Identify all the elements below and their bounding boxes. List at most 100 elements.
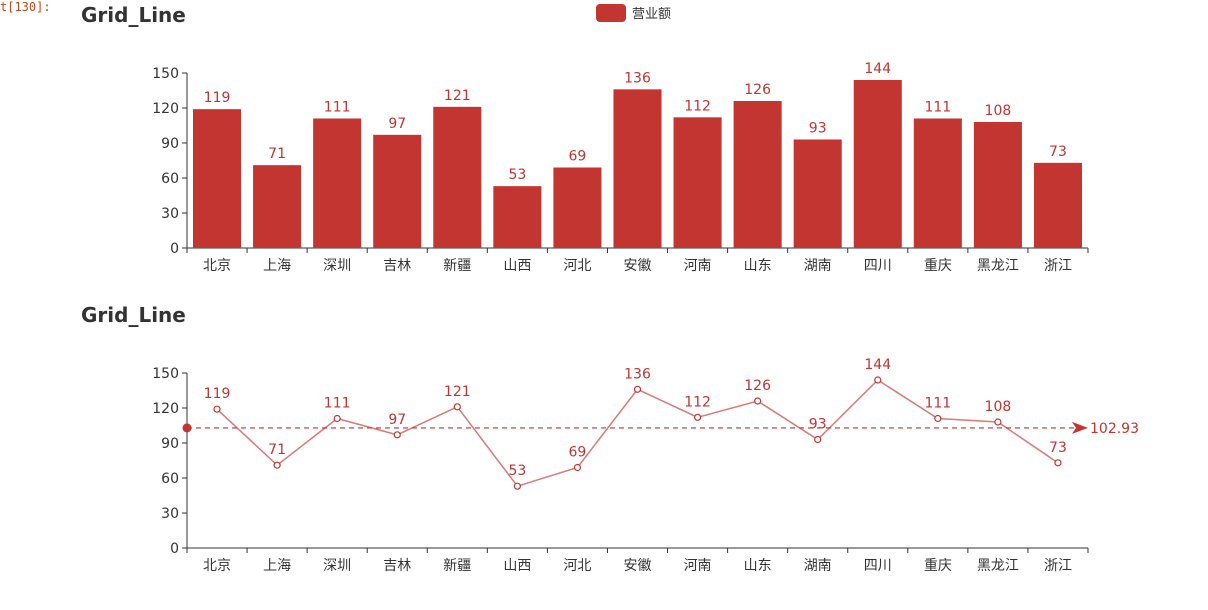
bar: [433, 106, 482, 248]
x-tick-label: 浙江: [1044, 258, 1072, 274]
x-tick-label: 安徽: [624, 558, 652, 574]
legend-swatch: [596, 3, 626, 22]
average-line-start-marker: [182, 423, 192, 433]
x-tick-label: 上海: [263, 258, 291, 274]
legend[interactable]: 营业额: [596, 3, 671, 22]
point-value-label: 126: [744, 378, 771, 394]
y-tick-label: 30: [161, 206, 179, 222]
legend-label: 营业额: [632, 7, 672, 22]
x-tick-label: 北京: [203, 258, 231, 274]
x-tick-label: 浙江: [1044, 558, 1072, 574]
data-point: [814, 435, 822, 444]
point-value-label: 119: [204, 386, 231, 402]
data-point: [393, 431, 401, 439]
data-point: [994, 418, 1002, 426]
x-tick-label: 四川: [864, 258, 892, 274]
y-tick-label: 60: [161, 471, 179, 487]
x-tick-label: 河南: [684, 558, 712, 574]
line-chart-title: Grid_Line: [81, 303, 186, 327]
bar: [193, 109, 242, 249]
y-tick-label: 90: [161, 136, 179, 152]
y-tick-label: 150: [152, 66, 179, 82]
x-tick-label: 山东: [744, 258, 772, 274]
x-tick-label: 深圳: [323, 258, 351, 274]
point-value-label: 112: [684, 394, 711, 410]
x-tick-label: 安徽: [624, 258, 652, 274]
x-tick-label: 河北: [563, 558, 591, 574]
bar: [613, 89, 662, 248]
bar-value-label: 121: [444, 88, 471, 104]
y-tick-label: 90: [161, 436, 179, 452]
bar-value-label: 69: [569, 149, 587, 165]
bar-value-label: 144: [864, 61, 891, 77]
y-tick-label: 0: [170, 541, 179, 557]
average-line-arrow: [1072, 421, 1088, 434]
x-tick-label: 山东: [744, 558, 772, 574]
data-point: [213, 405, 221, 413]
data-point: [453, 403, 461, 411]
bar-value-label: 97: [388, 116, 406, 132]
bar-value-label: 111: [924, 100, 951, 116]
bar-value-label: 126: [744, 82, 771, 98]
data-point: [273, 461, 281, 469]
x-tick-label: 上海: [263, 558, 291, 574]
bar-value-label: 71: [268, 146, 286, 162]
point-value-label: 108: [985, 399, 1012, 415]
point-value-label: 69: [569, 445, 587, 461]
average-line-label: 102.93: [1090, 421, 1139, 437]
bar: [373, 134, 422, 248]
point-value-label: 144: [864, 357, 891, 373]
x-tick-label: 山西: [503, 258, 531, 274]
x-tick-label: 新疆: [443, 558, 471, 574]
bar: [673, 117, 722, 248]
x-tick-label: 吉林: [383, 258, 411, 274]
bar-value-label: 112: [684, 98, 711, 114]
point-value-label: 136: [624, 366, 651, 382]
cell-prompt: t[130]:: [0, 0, 51, 14]
x-tick-label: 山西: [503, 558, 531, 574]
x-tick-label: 重庆: [924, 558, 952, 574]
point-value-label: 111: [324, 396, 351, 412]
x-tick-label: 黑龙江: [977, 258, 1019, 274]
bar: [793, 139, 842, 248]
x-tick-label: 重庆: [924, 258, 952, 274]
bar: [1033, 162, 1082, 248]
point-value-label: 71: [268, 442, 286, 458]
bar: [493, 186, 542, 248]
x-tick-label: 黑龙江: [977, 558, 1019, 574]
point-value-label: 121: [444, 384, 471, 400]
x-tick-label: 湖南: [804, 558, 832, 574]
bar-value-label: 93: [809, 121, 827, 137]
bar-value-label: 73: [1049, 144, 1067, 160]
bar-value-label: 53: [508, 167, 526, 183]
bar-value-label: 119: [204, 90, 231, 106]
bar: [553, 167, 602, 248]
bar: [733, 101, 782, 248]
x-tick-label: 湖南: [804, 258, 832, 274]
line-chart: 0 30 60 90 120 150 北京 上海 深圳 吉林 新疆 山西 河北 安徽 河南 山东 湖南 四川 重庆 黑…: [152, 357, 1139, 574]
y-tick-label: 60: [161, 171, 179, 187]
data-point: [333, 414, 341, 423]
bar: [973, 122, 1022, 248]
x-tick-label: 吉林: [383, 558, 411, 574]
bar: [913, 118, 962, 248]
bar-value-label: 136: [624, 70, 651, 86]
point-value-label: 97: [388, 412, 406, 428]
data-point: [934, 414, 942, 423]
x-tick-label: 深圳: [323, 558, 351, 574]
y-tick-label: 30: [161, 506, 179, 522]
bar-value-label: 111: [324, 100, 351, 116]
bar: [253, 165, 302, 248]
bar: [313, 118, 362, 248]
bar: [853, 80, 902, 248]
x-tick-label: 河北: [563, 258, 591, 274]
data-point: [874, 376, 882, 384]
point-value-label: 111: [924, 396, 951, 412]
x-tick-label: 河南: [684, 258, 712, 274]
x-tick-label: 新疆: [443, 258, 471, 274]
x-tick-label: 四川: [864, 558, 892, 574]
y-tick-label: 150: [152, 366, 179, 382]
data-point: [633, 385, 642, 393]
point-value-label: 73: [1049, 440, 1067, 456]
point-value-label: 93: [809, 417, 827, 433]
